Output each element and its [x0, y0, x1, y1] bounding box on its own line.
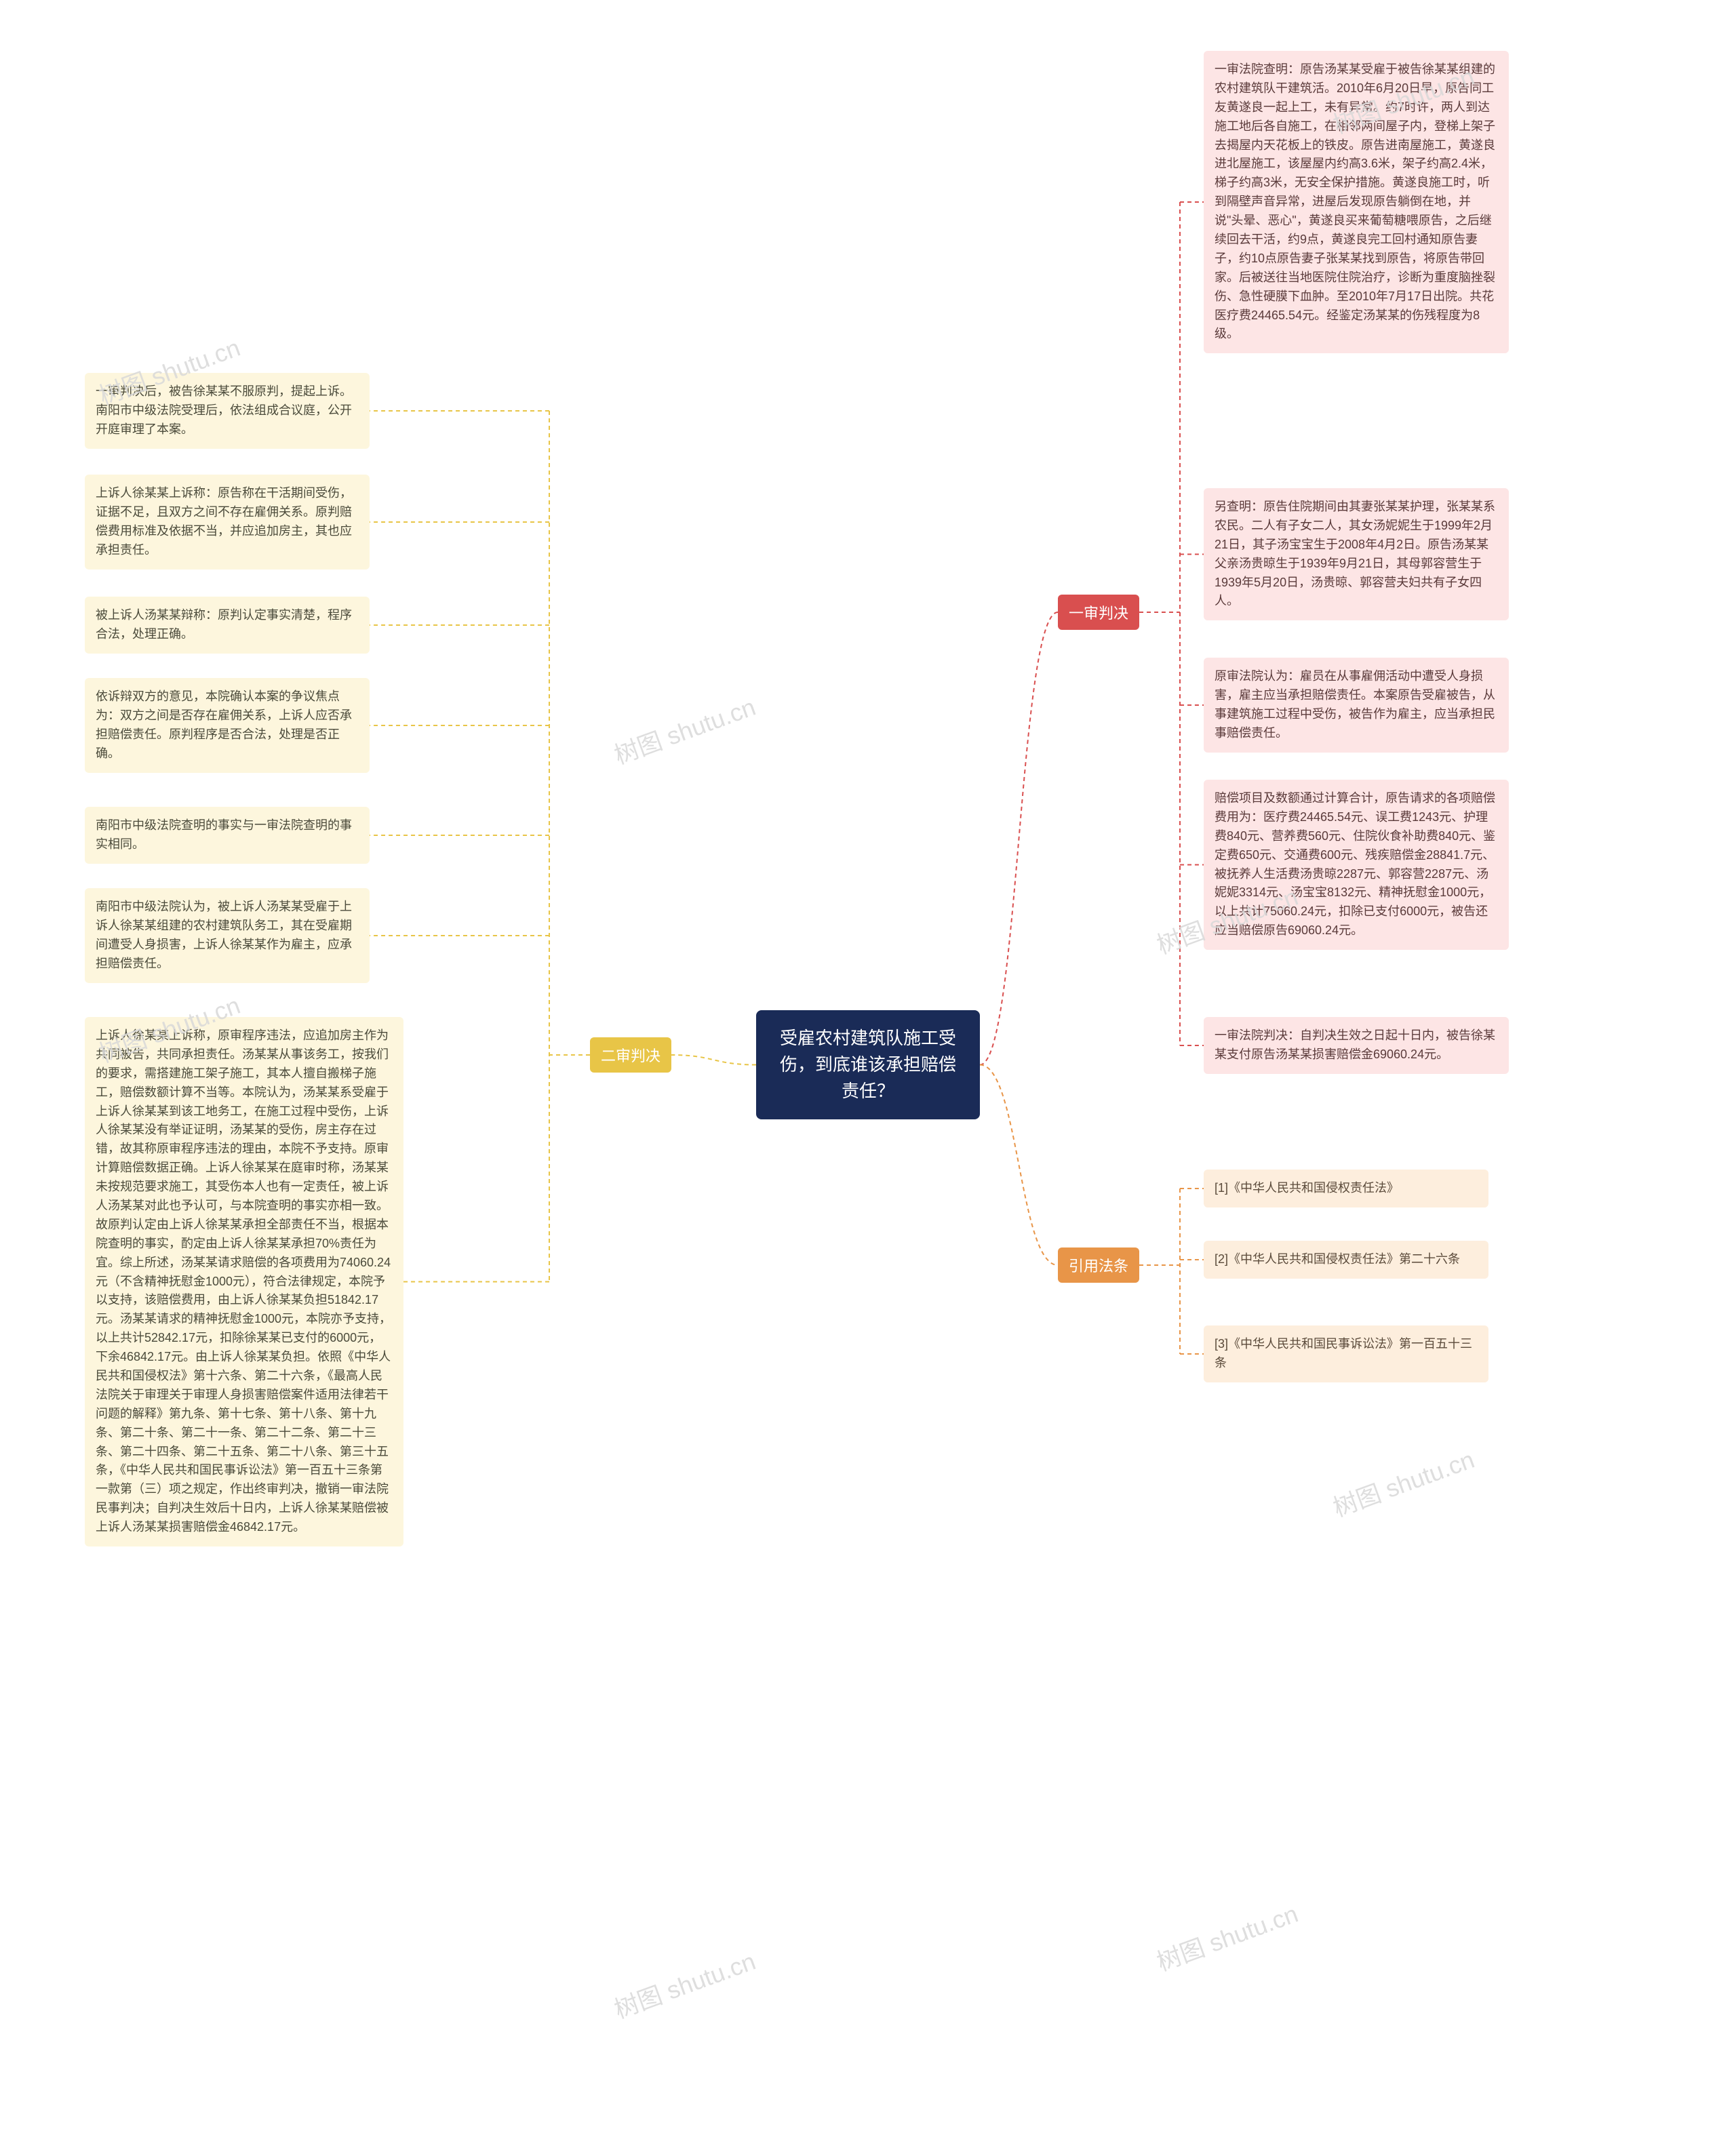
leaf-b2-2: 被上诉人汤某某辩称：原判认定事实清楚，程序合法，处理正确。 — [85, 597, 370, 654]
leaf-b3-0: [1]《中华人民共和国侵权责任法》 — [1204, 1170, 1488, 1207]
leaf-b1-4: 一审法院判决：自判决生效之日起十日内，被告徐某某支付原告汤某某损害赔偿金6906… — [1204, 1017, 1509, 1074]
center-node: 受雇农村建筑队施工受伤，到底谁该承担赔偿责任？ — [756, 1010, 980, 1119]
leaf-b1-2: 原审法院认为：雇员在从事雇佣活动中遭受人身损害，雇主应当承担赔偿责任。本案原告受… — [1204, 658, 1509, 753]
leaf-b3-2: [3]《中华人民共和国民事诉讼法》第一百五十三条 — [1204, 1325, 1488, 1382]
branch-b3: 引用法条 — [1058, 1247, 1139, 1283]
leaf-b1-0: 一审法院查明：原告汤某某受雇于被告徐某某组建的农村建筑队干建筑活。2010年6月… — [1204, 51, 1509, 353]
leaf-b2-5: 南阳市中级法院认为，被上诉人汤某某受雇于上诉人徐某某组建的农村建筑队务工，其在受… — [85, 888, 370, 983]
branch-b2: 二审判决 — [590, 1037, 671, 1073]
watermark: 树图 shutu.cn — [609, 687, 760, 771]
leaf-b2-1: 上诉人徐某某上诉称：原告称在干活期间受伤，证据不足，且双方之间不存在雇佣关系。原… — [85, 475, 370, 570]
leaf-b2-4: 南阳市中级法院查明的事实与一审法院查明的事实相同。 — [85, 807, 370, 864]
leaf-b3-1: [2]《中华人民共和国侵权责任法》第二十六条 — [1204, 1241, 1488, 1279]
leaf-b2-0: 一审判决后，被告徐某某不服原判，提起上诉。南阳市中级法院受理后，依法组成合议庭，… — [85, 373, 370, 449]
leaf-b2-3: 依诉辩双方的意见，本院确认本案的争议焦点为：双方之间是否存在雇佣关系，上诉人应否… — [85, 678, 370, 773]
leaf-b2-6: 上诉人徐某某上诉称，原审程序违法，应追加房主作为共同被告，共同承担责任。汤某某从… — [85, 1017, 403, 1546]
watermark: 树图 shutu.cn — [1328, 1440, 1479, 1523]
watermark: 树图 shutu.cn — [609, 1942, 760, 2025]
branch-b1: 一审判决 — [1058, 595, 1139, 630]
leaf-b1-3: 赔偿项目及数额通过计算合计，原告请求的各项赔偿费用为：医疗费24465.54元、… — [1204, 780, 1509, 950]
leaf-b1-1: 另查明：原告住院期间由其妻张某某护理，张某某系农民。二人有子女二人，其女汤妮妮生… — [1204, 488, 1509, 620]
watermark: 树图 shutu.cn — [1151, 1894, 1303, 1978]
